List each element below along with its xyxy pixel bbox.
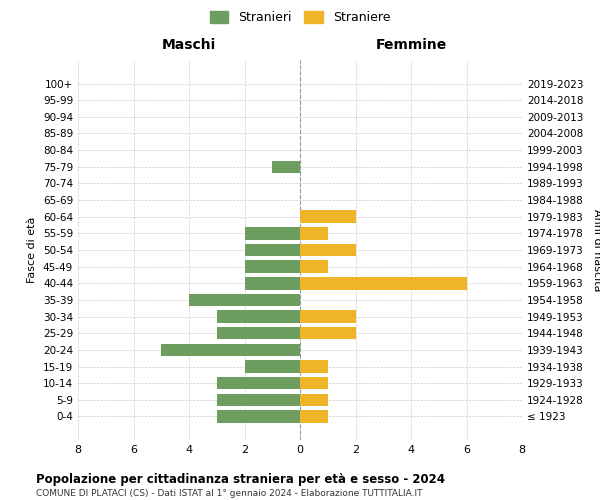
Text: Popolazione per cittadinanza straniera per età e sesso - 2024: Popolazione per cittadinanza straniera p… [36, 472, 445, 486]
Bar [300, 410, 328, 422]
Text: Femmine: Femmine [376, 38, 446, 52]
Text: Maschi: Maschi [162, 38, 216, 52]
Bar [245, 244, 300, 256]
Bar [245, 360, 300, 373]
Bar [300, 244, 355, 256]
Y-axis label: Fasce di età: Fasce di età [28, 217, 37, 283]
Bar [217, 377, 300, 390]
Bar [300, 327, 355, 340]
Bar [217, 394, 300, 406]
Bar [300, 394, 328, 406]
Text: COMUNE DI PLATACI (CS) - Dati ISTAT al 1° gennaio 2024 - Elaborazione TUTTITALIA: COMUNE DI PLATACI (CS) - Dati ISTAT al 1… [36, 489, 422, 498]
Bar [189, 294, 300, 306]
Bar [161, 344, 300, 356]
Bar [245, 227, 300, 239]
Bar [300, 277, 467, 289]
Bar [245, 260, 300, 273]
Bar [300, 260, 328, 273]
Bar [217, 310, 300, 323]
Bar [245, 277, 300, 289]
Bar [300, 377, 328, 390]
Bar [217, 327, 300, 340]
Legend: Stranieri, Straniere: Stranieri, Straniere [205, 6, 395, 29]
Y-axis label: Anni di nascita: Anni di nascita [592, 209, 600, 291]
Bar [217, 410, 300, 422]
Bar [300, 227, 328, 239]
Bar [300, 310, 355, 323]
Bar [300, 210, 355, 223]
Bar [272, 160, 300, 173]
Bar [300, 360, 328, 373]
